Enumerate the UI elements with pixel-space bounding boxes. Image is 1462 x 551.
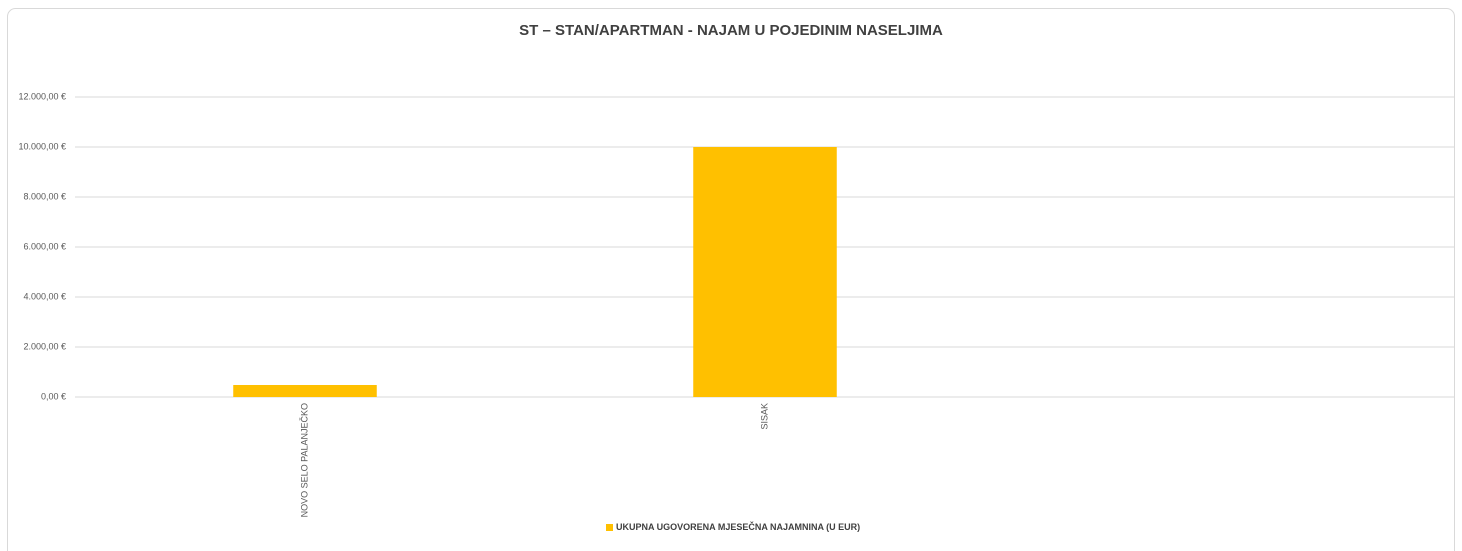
y-tick-label: 10.000,00 € (18, 141, 66, 151)
y-tick-label: 2.000,00 € (23, 341, 66, 351)
y-tick-label: 6.000,00 € (23, 241, 66, 251)
y-tick-label: 0,00 € (41, 391, 66, 401)
y-tick-label: 12.000,00 € (18, 91, 66, 101)
legend-label: UKUPNA UGOVORENA MJESEČNA NAJAMNINA (U E… (616, 522, 861, 532)
chart-title: ST – STAN/APARTMAN - NAJAM U POJEDINIM N… (519, 22, 943, 39)
y-tick-label: 8.000,00 € (23, 191, 66, 201)
y-tick-label: 4.000,00 € (23, 291, 66, 301)
x-tick-label: SISAK (759, 403, 769, 430)
legend-swatch (606, 524, 613, 531)
legend: UKUPNA UGOVORENA MJESEČNA NAJAMNINA (U E… (606, 522, 866, 533)
bar (233, 385, 377, 397)
x-tick-label: NOVO SELO PALANJEČKO (299, 403, 309, 517)
bar (693, 147, 837, 397)
